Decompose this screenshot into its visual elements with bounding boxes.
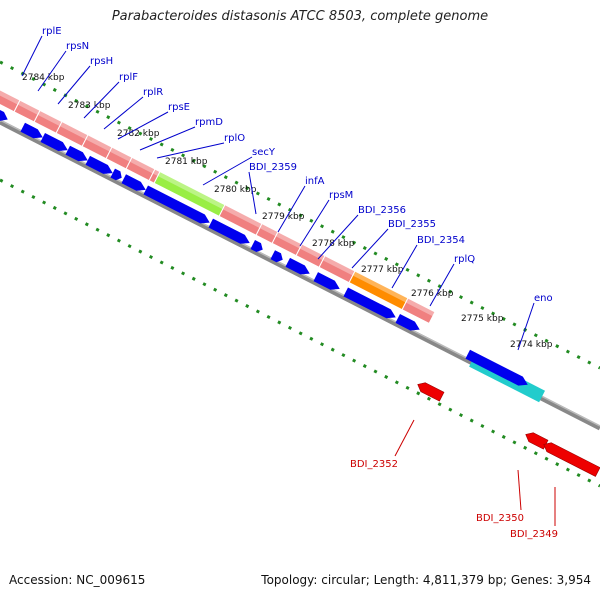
gene-label: secY — [252, 147, 276, 158]
gene-bar-forward — [13, 99, 41, 123]
gene-label: rplO — [224, 133, 245, 144]
gene-bar-forward — [348, 270, 409, 311]
cds-arrow — [121, 174, 146, 191]
gene-arrow-reverse — [417, 382, 445, 402]
topology-label: Topology: — [261, 573, 318, 587]
tick-label: 2776 kbp — [411, 289, 454, 299]
gene-leader-line — [277, 185, 306, 233]
gene-label: BDI_2359 — [249, 162, 297, 173]
gene-label: rpsE — [168, 102, 190, 113]
cds-arrow — [270, 250, 283, 263]
cds-arrow — [250, 240, 263, 253]
cds-arrow-eno — [465, 349, 528, 386]
length-value: 4,811,379 bp — [422, 573, 503, 587]
gene-leader-line-reverse — [517, 469, 522, 511]
gene-leader-line — [429, 263, 455, 307]
gene-leader-line — [117, 111, 169, 140]
tick-line-upper — [0, 60, 600, 370]
cds-arrow — [0, 107, 8, 121]
cds-arrow — [65, 145, 88, 162]
gene-leader-line — [248, 171, 257, 215]
gene-arrow-reverse — [543, 442, 600, 477]
cds-arrow — [85, 155, 113, 174]
gene-label-reverse: BDI_2349 — [510, 529, 558, 540]
gene-label: eno — [534, 293, 553, 304]
cds-arrow — [313, 272, 340, 290]
gene-bar-forward — [401, 297, 436, 325]
gene-leader-line — [317, 214, 359, 260]
gene-label: rplQ — [454, 254, 475, 265]
gene-label: rplE — [42, 26, 62, 37]
gene-leader-line — [202, 156, 253, 186]
tick-label: 2783 kbp — [68, 101, 111, 111]
gene-leader-line — [103, 96, 144, 130]
gene-label: rpsM — [329, 190, 353, 201]
genes-label: Genes: — [510, 573, 553, 587]
footer-accession: Accession: NC_009615 — [9, 573, 145, 587]
tick-label: 2774 kbp — [510, 340, 553, 350]
tick-label: 2780 kbp — [214, 185, 257, 195]
gene-leader-line — [83, 81, 120, 119]
tick-label: 2784 kbp — [22, 73, 65, 83]
tick-label: 2779 kbp — [262, 212, 305, 222]
gene-label: rpsH — [90, 56, 113, 67]
gene-leader-line — [391, 244, 418, 289]
gene-leader-line — [517, 302, 535, 351]
gene-label-reverse: BDI_2352 — [350, 459, 398, 470]
gene-label: rplR — [143, 87, 163, 98]
cds-arrow — [343, 287, 396, 319]
tick-label: 2777 kbp — [361, 265, 404, 275]
cds-arrow — [110, 168, 122, 181]
gene-arrow-reverse — [525, 432, 549, 450]
cds-arrow — [20, 122, 43, 139]
gene-label: BDI_2354 — [417, 235, 465, 246]
cds-arrow — [208, 218, 250, 244]
cds-arrow — [285, 257, 310, 275]
tick-line-lower — [0, 178, 600, 488]
tick-label: 2775 kbp — [461, 314, 504, 324]
accession-label: Accession: — [9, 573, 73, 587]
genes-value: 3,954 — [556, 573, 591, 587]
gene-bar-forward — [105, 146, 133, 170]
gene-label: BDI_2356 — [358, 205, 406, 216]
gene-leader-line — [21, 35, 43, 77]
gene-label: rplF — [119, 72, 138, 83]
tick-label: 2778 kbp — [312, 239, 355, 249]
gene-label: rpmD — [195, 117, 223, 128]
gene-leader-line — [57, 65, 91, 105]
gene-leader-line — [37, 50, 67, 92]
topology-value: circular — [321, 573, 366, 587]
cds-arrow — [40, 132, 68, 151]
length-label: Length: — [373, 573, 420, 587]
gene-bar-forward — [271, 231, 303, 257]
gene-leader-line — [139, 126, 196, 151]
map-title: Parabacteroides distasonis ATCC 8503, co… — [111, 9, 489, 24]
gene-leader-line — [299, 199, 330, 247]
tick-label: 2781 kbp — [165, 157, 208, 167]
gene-label: infA — [305, 176, 325, 187]
footer-stats: Topology: circular; Length: 4,811,379 bp… — [261, 573, 591, 587]
gene-leader-line — [156, 142, 225, 159]
accession-value: NC_009615 — [76, 573, 146, 587]
gene-label: rpsN — [66, 41, 89, 52]
gene-leader-line-reverse — [394, 419, 415, 457]
cds-arrow — [395, 314, 420, 331]
gene-label-reverse: BDI_2350 — [476, 513, 524, 524]
gene-label: BDI_2355 — [388, 219, 436, 230]
cds-arrow — [143, 185, 210, 224]
gene-leader-line — [351, 228, 389, 269]
gene-bar-forward — [55, 120, 89, 148]
tick-label: 2782 kbp — [117, 129, 160, 139]
